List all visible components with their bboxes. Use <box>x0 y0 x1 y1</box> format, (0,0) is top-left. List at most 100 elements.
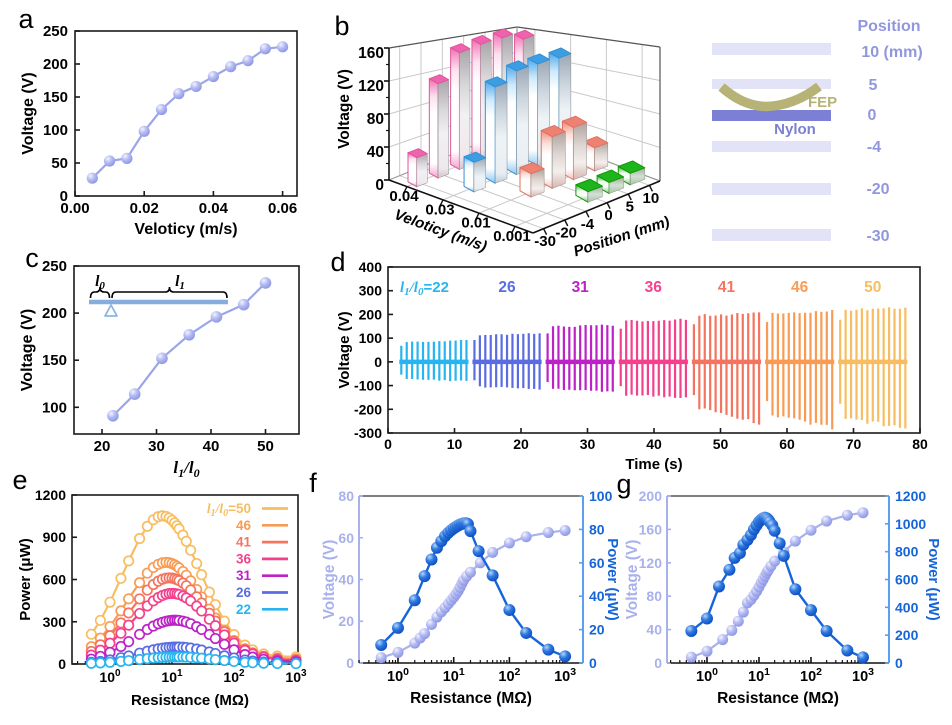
svg-text:l1/l0=22: l1/l0=22 <box>400 279 449 298</box>
svg-text:Resistance (MΩ): Resistance (MΩ) <box>717 690 839 707</box>
svg-text:FEP: FEP <box>808 94 837 111</box>
svg-text:40: 40 <box>646 436 662 452</box>
svg-text:50: 50 <box>864 279 881 296</box>
svg-text:-200: -200 <box>354 401 382 417</box>
svg-text:60: 60 <box>779 436 795 452</box>
svg-text:0: 0 <box>868 107 877 124</box>
svg-text:Nylon: Nylon <box>774 121 816 138</box>
svg-text:26: 26 <box>498 279 516 296</box>
svg-text:900: 900 <box>43 529 67 545</box>
svg-text:b: b <box>334 11 349 41</box>
svg-text:20: 20 <box>513 436 529 452</box>
svg-text:250: 250 <box>42 258 67 275</box>
svg-text:0: 0 <box>895 655 903 671</box>
svg-text:Power (μW): Power (μW) <box>925 538 942 621</box>
svg-text:31: 31 <box>572 279 590 296</box>
svg-text:80: 80 <box>338 488 354 504</box>
svg-text:0.04: 0.04 <box>389 188 419 205</box>
svg-text:20: 20 <box>589 622 605 638</box>
svg-text:-20: -20 <box>555 225 577 242</box>
svg-text:600: 600 <box>895 572 919 588</box>
svg-text:Voltage (V): Voltage (V) <box>321 540 338 620</box>
svg-text:-20: -20 <box>866 181 889 198</box>
svg-text:0: 0 <box>604 207 612 224</box>
svg-text:0.04: 0.04 <box>199 200 229 217</box>
svg-text:0.00: 0.00 <box>60 200 89 217</box>
svg-text:36: 36 <box>236 551 252 566</box>
svg-text:Resistance (MΩ): Resistance (MΩ) <box>410 690 532 707</box>
svg-text:l1: l1 <box>175 273 185 292</box>
svg-text:-300: -300 <box>354 425 382 441</box>
svg-text:0: 0 <box>654 655 662 671</box>
svg-text:40: 40 <box>203 438 220 455</box>
svg-text:200: 200 <box>639 488 663 504</box>
svg-text:0: 0 <box>346 655 354 671</box>
svg-text:40: 40 <box>338 572 354 588</box>
svg-text:0.02: 0.02 <box>130 200 159 217</box>
svg-text:160: 160 <box>639 521 663 537</box>
svg-text:200: 200 <box>43 56 68 73</box>
svg-text:100: 100 <box>589 488 613 504</box>
svg-text:Power (μW): Power (μW) <box>604 538 621 621</box>
svg-text:300: 300 <box>43 614 67 630</box>
svg-text:50: 50 <box>257 438 274 455</box>
svg-text:20: 20 <box>338 613 354 629</box>
svg-text:600: 600 <box>43 572 67 588</box>
svg-text:Power (μW): Power (μW) <box>17 538 34 621</box>
svg-text:1200: 1200 <box>895 488 926 504</box>
svg-text:30: 30 <box>148 438 165 455</box>
svg-text:l0: l0 <box>95 273 105 292</box>
svg-text:400: 400 <box>359 259 383 275</box>
svg-text:30: 30 <box>580 436 596 452</box>
svg-text:c: c <box>25 243 39 273</box>
svg-text:1000: 1000 <box>895 516 926 532</box>
svg-text:46: 46 <box>791 279 809 296</box>
svg-text:a: a <box>18 4 34 34</box>
svg-text:100: 100 <box>359 330 383 346</box>
svg-text:0.06: 0.06 <box>268 200 297 217</box>
svg-text:10: 10 <box>447 436 463 452</box>
svg-text:100: 100 <box>43 122 68 139</box>
svg-text:200: 200 <box>895 627 919 643</box>
svg-text:Position: Position <box>857 18 920 35</box>
svg-text:-30: -30 <box>534 233 556 250</box>
svg-text:1200: 1200 <box>35 487 66 503</box>
svg-text:-4: -4 <box>581 216 595 233</box>
svg-text:80: 80 <box>589 521 605 537</box>
svg-text:50: 50 <box>51 155 68 172</box>
svg-text:Time (s): Time (s) <box>625 456 682 473</box>
svg-text:40: 40 <box>367 144 384 161</box>
svg-text:5: 5 <box>869 77 878 94</box>
svg-text:10 (mm): 10 (mm) <box>861 44 922 61</box>
svg-text:46: 46 <box>236 518 252 533</box>
svg-text:Voltage (V): Voltage (V) <box>20 72 37 154</box>
svg-text:31: 31 <box>236 568 252 583</box>
svg-text:0.001: 0.001 <box>493 228 531 245</box>
svg-text:160: 160 <box>358 45 384 62</box>
svg-text:0: 0 <box>374 354 382 370</box>
svg-text:-100: -100 <box>354 378 382 394</box>
svg-text:80: 80 <box>367 111 384 128</box>
svg-text:d: d <box>330 247 345 277</box>
svg-text:80: 80 <box>646 588 662 604</box>
svg-text:100: 100 <box>42 399 67 416</box>
svg-text:10: 10 <box>643 190 660 207</box>
svg-text:200: 200 <box>42 305 67 322</box>
svg-text:300: 300 <box>359 283 383 299</box>
svg-text:250: 250 <box>43 23 68 40</box>
svg-text:0: 0 <box>589 655 597 671</box>
svg-text:0: 0 <box>375 177 384 194</box>
svg-text:Voltage (V): Voltage (V) <box>336 69 353 149</box>
svg-text:150: 150 <box>42 352 67 369</box>
svg-text:120: 120 <box>639 555 663 571</box>
svg-text:120: 120 <box>358 78 384 95</box>
svg-text:0.03: 0.03 <box>425 201 454 218</box>
svg-text:Voltage (V): Voltage (V) <box>624 540 641 620</box>
svg-text:150: 150 <box>43 89 68 106</box>
svg-text:200: 200 <box>359 306 383 322</box>
svg-text:80: 80 <box>912 436 928 452</box>
svg-text:50: 50 <box>713 436 729 452</box>
svg-text:0: 0 <box>60 188 68 205</box>
svg-text:70: 70 <box>846 436 862 452</box>
svg-text:40: 40 <box>646 622 662 638</box>
